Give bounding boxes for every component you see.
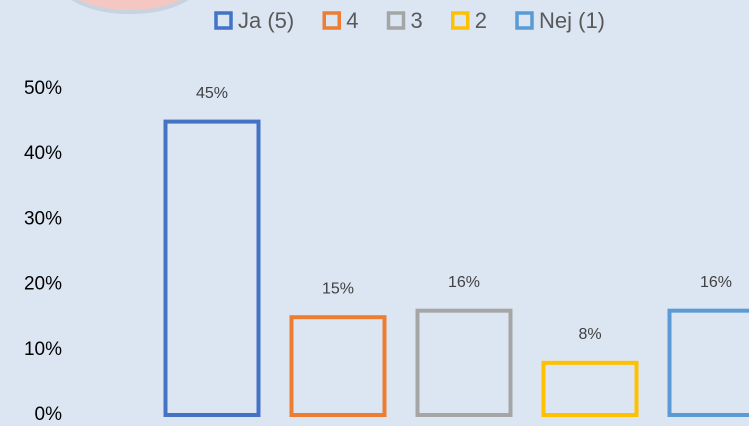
value-label: 45% [196,85,228,102]
legend-marker [517,13,532,28]
legend-label: 3 [411,8,423,33]
bar [544,363,637,415]
legend-marker [389,13,404,28]
decoration [60,0,200,12]
legend-marker [324,13,339,28]
y-tick-label: 10% [24,339,62,360]
bar [418,311,511,415]
bar [292,317,385,415]
legend-label: 4 [346,8,358,33]
y-tick-label: 50% [24,78,62,99]
legend-marker [453,13,468,28]
value-label: 15% [322,280,354,297]
legend-label: Nej (1) [539,8,605,33]
legend-label: Ja (5) [238,8,294,33]
value-label: 16% [700,274,732,291]
legend-label: 2 [475,8,487,33]
chart: 0% 10% 20% 30% 40% 50% Ja (5) 4 3 2 Nej (1) 45% 15% 1… [0,0,749,426]
value-label: 16% [448,274,480,291]
y-tick-label: 0% [35,404,63,425]
bar [166,122,259,415]
bar [670,311,749,415]
value-label: 8% [578,326,601,343]
legend-marker [216,13,231,28]
y-tick-label: 40% [24,143,62,164]
page: {"chart_data": {"type": "bar", "series":… [0,0,749,426]
y-tick-label: 20% [24,274,62,295]
y-tick-label: 30% [24,208,62,229]
